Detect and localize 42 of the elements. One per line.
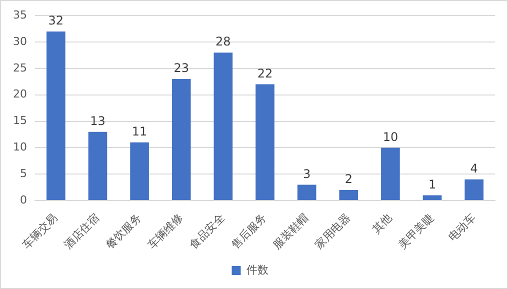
bar [256, 84, 274, 200]
x-tick-label: 其他 [370, 211, 395, 236]
x-tick-label: 车辆交易 [20, 211, 60, 252]
data-label: 22 [257, 66, 273, 80]
bar [381, 148, 400, 200]
y-tick-label: 0 [20, 193, 27, 206]
x-tick-label: 美甲美睫 [396, 211, 436, 252]
data-label: 32 [48, 14, 64, 28]
y-tick-label: 15 [12, 114, 27, 128]
y-tick-label: 5 [20, 166, 27, 180]
x-tick-label: 家用电器 [312, 211, 353, 252]
y-tick-label: 20 [12, 88, 27, 101]
data-label: 3 [302, 166, 311, 181]
y-tick-label: 30 [12, 34, 27, 48]
data-label: 13 [90, 114, 106, 128]
y-tick-label: 25 [12, 61, 27, 74]
bar [464, 179, 484, 200]
legend-label: 件数 [246, 263, 268, 276]
bar [214, 52, 233, 200]
data-label: 4 [470, 162, 478, 176]
x-tick-label: 售后服务 [228, 211, 270, 252]
data-label: 23 [174, 61, 189, 76]
data-label: 11 [132, 124, 148, 139]
x-tick-label: 食品安全 [187, 211, 228, 252]
bar [339, 190, 358, 200]
x-tick-label: 服装鞋帽 [270, 211, 311, 252]
x-tick-label: 酒店住宿 [62, 211, 102, 252]
bar [297, 184, 316, 200]
y-tick-label: 10 [12, 140, 27, 154]
data-label: 10 [382, 130, 398, 144]
bar [46, 31, 66, 200]
bar [130, 142, 149, 200]
data-label: 28 [216, 34, 231, 49]
bar [422, 195, 442, 200]
bar [88, 132, 108, 200]
bar [172, 79, 191, 200]
data-label: 2 [344, 172, 352, 186]
y-tick-label: 35 [12, 8, 27, 22]
data-label: 1 [428, 177, 436, 192]
x-tick-label: 电动车 [446, 211, 478, 244]
x-tick-label: 餐饮服务 [103, 211, 144, 252]
x-tick-label: 车辆维修 [145, 211, 186, 252]
